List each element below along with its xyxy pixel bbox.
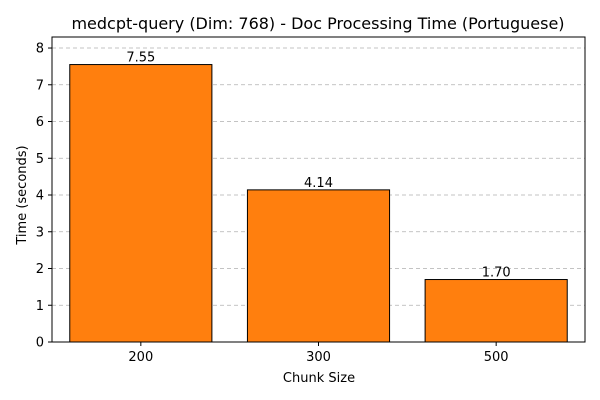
- bar-300: [246, 189, 391, 343]
- bar-200: [69, 64, 213, 343]
- y-tick-label: 3: [36, 225, 44, 240]
- y-tick-label: 1: [36, 299, 44, 314]
- y-tick-label: 5: [36, 152, 44, 167]
- bar-500: [424, 279, 568, 343]
- bars-group: 7.55 4.14 1.70: [69, 51, 568, 343]
- y-tick-label: 8: [36, 42, 44, 57]
- x-tick-label-200: 200: [128, 350, 153, 365]
- y-tick-label: 2: [36, 262, 44, 277]
- x-tick-label-300: 300: [306, 350, 331, 365]
- y-tick-label: 7: [36, 78, 44, 93]
- x-axis: 200 300 500: [128, 342, 509, 365]
- y-tick-label: 0: [36, 336, 44, 351]
- y-tick-label: 6: [36, 115, 44, 130]
- plot-frame: [51, 36, 586, 343]
- data-label-300: 4.14: [304, 176, 333, 191]
- y-axis: 0 1 2 3 4 5 6 7 8: [36, 42, 52, 351]
- y-tick-label: 4: [36, 189, 44, 204]
- data-label-200: 7.55: [126, 51, 155, 66]
- x-tick-label-500: 500: [484, 350, 509, 365]
- y-axis-label: Time (seconds): [15, 145, 30, 245]
- x-axis-label: Chunk Size: [283, 371, 355, 386]
- chart-title: medcpt-query (Dim: 768) - Doc Processing…: [71, 14, 564, 33]
- data-label-500: 1.70: [482, 266, 511, 281]
